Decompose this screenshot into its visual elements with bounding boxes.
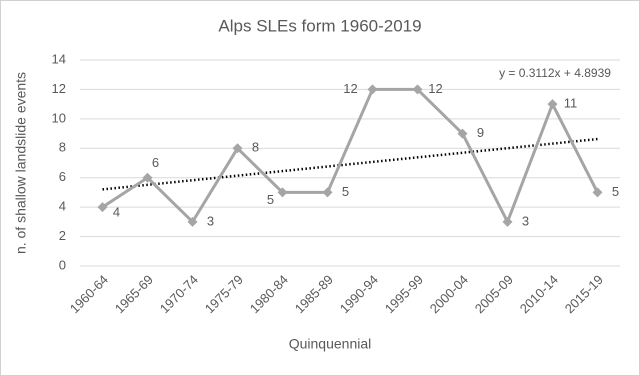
data-marker [412,84,423,95]
data-marker [457,128,468,139]
data-label: 9 [477,125,484,140]
y-tick-label: 6 [59,169,66,184]
data-marker [502,216,513,227]
y-tick-label: 8 [59,140,66,155]
y-axis-label: n. of shallow landslide events [13,72,29,254]
x-axis-label: Quinquennial [289,336,372,352]
y-tick-label: 12 [52,81,66,96]
data-marker [232,143,243,154]
data-label: 11 [564,96,578,111]
data-label: 6 [152,155,159,170]
y-tick-label: 14 [52,51,66,66]
y-tick-label: 2 [59,228,66,243]
data-marker [322,187,333,198]
data-label: 5 [342,184,349,199]
data-label: 3 [522,213,529,228]
data-label: 8 [252,140,259,155]
y-tick-label: 4 [59,199,66,214]
data-marker [547,99,558,110]
data-label: 4 [113,205,120,220]
data-marker [187,216,198,227]
trendline-equation: y = 0.3112x + 4.8939 [499,66,611,80]
chart-title: Alps SLEs form 1960-2019 [218,16,421,35]
y-tick-label: 10 [52,110,66,125]
data-line [101,87,599,224]
data-label: 12 [428,81,442,96]
trendline [102,137,598,191]
data-label: 12 [343,81,357,96]
y-tick-label: 0 [59,257,66,272]
data-marker [592,187,603,198]
data-label: 3 [207,213,214,228]
data-marker [142,172,153,183]
data-label: 5 [612,184,619,199]
data-marker [97,202,108,213]
data-marker [277,187,288,198]
data-marker [367,84,378,95]
data-label: 5 [267,192,274,207]
